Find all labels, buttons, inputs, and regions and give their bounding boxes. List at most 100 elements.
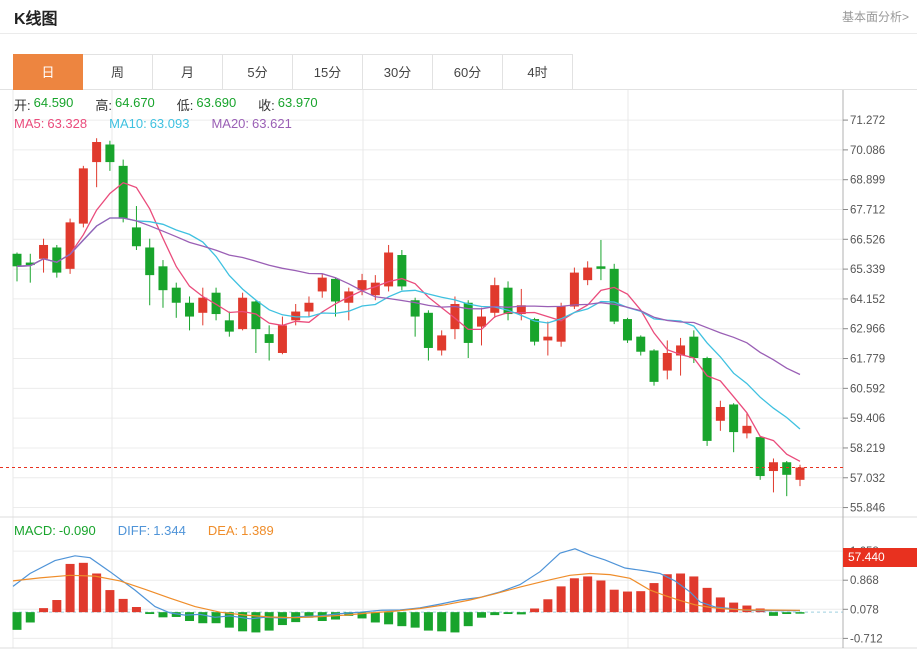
macd-bar (463, 612, 473, 627)
candle-body (78, 168, 88, 224)
price-tick-label: 60.592 (850, 383, 885, 395)
macd-bar (397, 612, 407, 627)
macd-legend: MACD: -0.090 DIFF: 1.344 DEA: 1.389 (14, 523, 274, 538)
macd-bar (370, 612, 380, 623)
tab-5min[interactable]: 5分 (223, 54, 293, 90)
candle-body (676, 345, 686, 356)
candle-body (65, 222, 75, 269)
macd-bar (729, 602, 739, 613)
ohlc-legend: 开: 64.590 高: 64.670 低: 63.690 收: 63.970 (14, 95, 318, 114)
diff-readout: DIFF: 1.344 (117, 523, 186, 538)
candle-body (755, 437, 765, 477)
price-tick-label: 71.272 (850, 115, 885, 127)
candle-body (145, 247, 155, 276)
macd-bar (65, 563, 75, 613)
tab-week[interactable]: 周 (83, 54, 153, 90)
price-tick-label: 67.712 (850, 205, 885, 217)
ma5-line (16, 181, 801, 462)
price-tick-label: 58.219 (850, 443, 885, 455)
candle-body (596, 266, 606, 269)
candle-body (291, 311, 301, 321)
tab-day[interactable]: 日 (13, 54, 83, 90)
macd-bar (768, 612, 778, 616)
candle-body (131, 227, 141, 247)
macd-bar (795, 612, 805, 614)
tab-4hour[interactable]: 4时 (503, 54, 573, 90)
candle-body (397, 255, 407, 287)
ma20-line (16, 217, 801, 376)
high-readout: 高: 64.670 (95, 95, 155, 113)
current-price-badge: 57.440 (843, 547, 917, 567)
low-readout: 低: 63.690 (176, 95, 237, 113)
macd-bar (476, 612, 486, 618)
macd-bar (649, 583, 659, 613)
macd-bar (264, 612, 274, 631)
title-bar: K线图 基本面分析> (0, 0, 917, 34)
macd-tick-label: 0.868 (850, 575, 879, 587)
macd-bar (131, 607, 141, 613)
candle-body (357, 280, 367, 291)
macd-bar (516, 612, 526, 615)
candle-body (636, 336, 646, 352)
price-tick-label: 65.339 (850, 264, 885, 276)
price-tick-label: 57.032 (850, 473, 885, 485)
price-tick-label: 66.526 (850, 234, 885, 246)
macd-bar (39, 608, 49, 613)
candle-body (729, 404, 739, 433)
candle-body (622, 319, 632, 341)
macd-bar (251, 612, 261, 633)
tab-60min[interactable]: 60分 (433, 54, 503, 90)
candle-body (649, 350, 659, 382)
macd-bar (543, 599, 553, 613)
chart-area[interactable]: 71.272 70.086 68.899 67.712 66.526 65.339 64.1… (0, 90, 917, 650)
macd-bar (277, 612, 287, 626)
fundamental-analysis-link[interactable]: 基本面分析> (841, 10, 909, 24)
macd-bar (224, 612, 234, 628)
candle-body (463, 302, 473, 343)
macd-bar (118, 598, 128, 613)
candle-body (609, 268, 619, 322)
ma10-line (16, 217, 801, 430)
macd-bar (344, 612, 354, 616)
macd-bar (437, 612, 447, 632)
tab-month[interactable]: 月 (153, 54, 223, 90)
candle-body (12, 253, 22, 267)
macd-bar (742, 605, 752, 613)
macd-tick-label: 0.078 (850, 604, 879, 616)
candle-body (238, 297, 248, 330)
diff-line (12, 548, 800, 620)
tab-30min[interactable]: 30分 (363, 54, 433, 90)
macd-bar (384, 612, 394, 625)
candle-body (689, 336, 699, 359)
chart-canvas[interactable]: 71.272 70.086 68.899 67.712 66.526 65.339 64.1… (0, 90, 917, 650)
page-title: K线图 (14, 10, 58, 28)
candle-body (782, 462, 792, 475)
macd-bar (12, 612, 22, 630)
candle-body (171, 287, 181, 303)
macd-bar (622, 591, 632, 613)
macd-bar (782, 612, 792, 615)
tab-15min[interactable]: 15分 (293, 54, 363, 90)
candle-body (410, 300, 420, 317)
candle-body (224, 320, 234, 332)
candle-body (251, 301, 261, 330)
macd-bar (158, 612, 168, 618)
candle-body (211, 292, 221, 315)
price-tick-label: 68.899 (850, 175, 885, 187)
macd-bar (676, 573, 686, 613)
candle-body (105, 144, 115, 163)
macd-bar (52, 600, 62, 613)
ma20-readout: MA20: 63.621 (211, 116, 292, 131)
ma10-readout: MA10: 63.093 (109, 116, 190, 131)
price-tick-label: 70.086 (850, 145, 885, 157)
macd-bar (503, 612, 513, 615)
candle-body (92, 141, 102, 163)
candle-body (185, 302, 195, 317)
candle-body (52, 247, 62, 273)
macd-bar (702, 587, 712, 613)
candle-body (795, 467, 805, 480)
candle-body (543, 336, 553, 341)
macd-bar (636, 591, 646, 613)
macd-bar (25, 612, 35, 623)
